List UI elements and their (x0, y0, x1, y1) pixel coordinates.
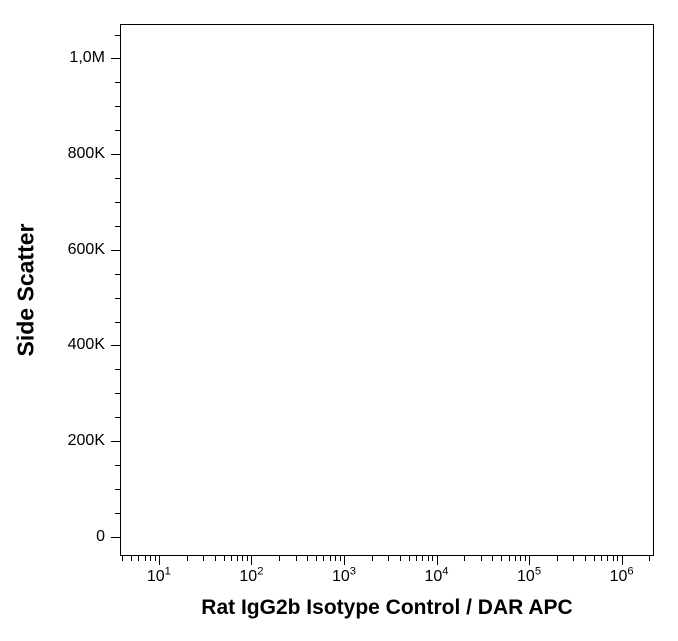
tick (115, 178, 120, 179)
tick-label: 106 (610, 568, 634, 586)
tick (613, 556, 614, 561)
tick (203, 556, 204, 561)
tick (115, 106, 120, 107)
tick (115, 298, 120, 299)
tick (145, 556, 146, 561)
tick (594, 556, 595, 561)
tick (323, 556, 324, 561)
tick (242, 556, 243, 561)
tick (115, 35, 120, 36)
tick-label: 102 (239, 568, 263, 586)
tick (622, 556, 623, 565)
tick (492, 556, 493, 561)
tick (115, 274, 120, 275)
tick (307, 556, 308, 561)
tick-label: 200K (49, 432, 105, 450)
tick (372, 556, 373, 561)
x-axis-label: Rat IgG2b Isotype Control / DAR APC (201, 596, 572, 620)
tick (557, 556, 558, 561)
tick (296, 556, 297, 561)
tick (115, 417, 120, 418)
tick (607, 556, 608, 561)
tick (111, 537, 120, 538)
tick (388, 556, 389, 561)
tick (509, 556, 510, 561)
tick-label: 101 (147, 568, 171, 586)
tick (573, 556, 574, 561)
tick (115, 513, 120, 514)
tick (251, 556, 252, 565)
tick (340, 556, 341, 561)
tick-label: 0 (49, 528, 105, 546)
tick (601, 556, 602, 561)
tick (111, 441, 120, 442)
tick (111, 250, 120, 251)
tick (122, 556, 123, 561)
tick (409, 556, 410, 561)
tick (316, 556, 317, 561)
tick (224, 556, 225, 561)
tick (464, 556, 465, 561)
tick (111, 58, 120, 59)
tick (111, 345, 120, 346)
tick (515, 556, 516, 561)
tick (138, 556, 139, 561)
tick (400, 556, 401, 561)
tick (115, 202, 120, 203)
tick-label: 1,0M (49, 49, 105, 67)
tick-label: 800K (49, 145, 105, 163)
tick (237, 556, 238, 561)
tick (155, 556, 156, 561)
tick (115, 489, 120, 490)
y-axis-label: Side Scatter (13, 224, 40, 357)
tick (131, 556, 132, 561)
tick (115, 82, 120, 83)
tick (344, 556, 345, 565)
tick (115, 130, 120, 131)
tick (231, 556, 232, 561)
tick (617, 556, 618, 561)
tick (501, 556, 502, 561)
tick (416, 556, 417, 561)
tick (525, 556, 526, 561)
tick (215, 556, 216, 561)
tick (330, 556, 331, 561)
plot-border (120, 24, 654, 556)
figure-stage: 0200K400K600K800K1,0M101102103104105106 … (0, 0, 678, 641)
tick (585, 556, 586, 561)
tick (520, 556, 521, 561)
tick-label: 105 (517, 568, 541, 586)
tick (159, 556, 160, 565)
tick (649, 556, 650, 561)
tick (247, 556, 248, 561)
tick (428, 556, 429, 561)
tick (279, 556, 280, 561)
tick (481, 556, 482, 561)
tick (187, 556, 188, 561)
tick-label: 104 (424, 568, 448, 586)
tick (150, 556, 151, 561)
tick (115, 369, 120, 370)
tick-label: 600K (49, 241, 105, 259)
tick (422, 556, 423, 561)
tick-label: 103 (332, 568, 356, 586)
tick-label: 400K (49, 336, 105, 354)
tick (115, 322, 120, 323)
tick (115, 465, 120, 466)
tick (529, 556, 530, 565)
tick (437, 556, 438, 565)
tick (335, 556, 336, 561)
tick (115, 393, 120, 394)
tick (111, 154, 120, 155)
tick (115, 226, 120, 227)
tick (432, 556, 433, 561)
